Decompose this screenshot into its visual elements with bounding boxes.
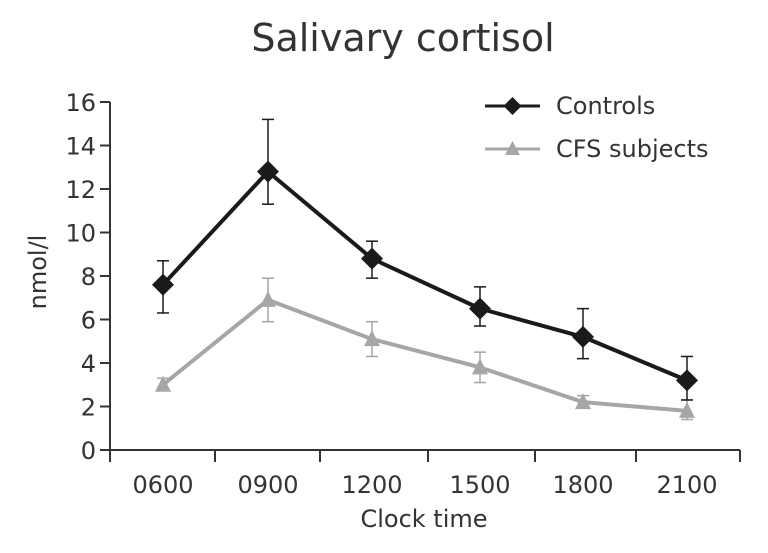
x-tick-label: 0600 — [132, 471, 193, 499]
series-layer — [152, 118, 698, 421]
y-axis-label: nmol/l — [24, 235, 52, 310]
y-tick-label: 4 — [81, 350, 96, 378]
y-tick-label: 0 — [81, 437, 96, 465]
data-point-triangle — [364, 330, 380, 347]
series-controls — [152, 118, 698, 401]
chart-title: Salivary cortisol — [251, 16, 554, 60]
y-tick-label: 2 — [81, 394, 96, 422]
y-tick-label: 14 — [65, 133, 96, 161]
data-point-triangle — [575, 393, 591, 410]
x-tick-label: 1800 — [552, 471, 613, 499]
x-tick-label: 1500 — [449, 471, 510, 499]
data-point-triangle — [155, 375, 171, 392]
y-tick-label: 12 — [65, 176, 96, 204]
x-tick-label: 2100 — [656, 471, 717, 499]
data-point-triangle — [260, 290, 276, 307]
legend-label-cfs-subjects: CFS subjects — [556, 135, 709, 163]
x-tick-label: 0900 — [237, 471, 298, 499]
data-point-diamond — [572, 325, 594, 348]
x-ticks: 0600 0900 1200 1500 1800 2100 — [109, 450, 741, 499]
data-point-diamond — [676, 369, 698, 392]
y-tick-label: 8 — [81, 263, 96, 291]
x-tick-label: 1200 — [341, 471, 402, 499]
series-line-cfs-subjects — [161, 297, 688, 413]
y-tick-label: 16 — [65, 89, 96, 117]
legend-triangle-marker — [505, 141, 520, 155]
data-point-triangle — [679, 401, 695, 418]
data-point-triangle — [472, 358, 488, 375]
legend-item-controls: Controls — [485, 92, 655, 120]
series-cfs-subjects — [155, 277, 695, 421]
data-point-diamond — [257, 160, 279, 183]
data-point-diamond — [361, 247, 383, 270]
x-axis-label: Clock time — [360, 505, 487, 533]
legend: Controls CFS subjects — [485, 92, 709, 163]
data-point-diamond — [469, 297, 491, 320]
y-ticks: 0 2 4 6 8 10 12 14 16 — [65, 89, 110, 465]
legend-item-cfs-subjects: CFS subjects — [485, 135, 709, 163]
legend-label-controls: Controls — [556, 92, 655, 120]
series-line-controls — [161, 169, 688, 383]
y-tick-label: 6 — [81, 307, 96, 335]
y-tick-label: 10 — [65, 220, 96, 248]
data-point-diamond — [152, 273, 174, 296]
legend-diamond-marker — [503, 97, 522, 115]
